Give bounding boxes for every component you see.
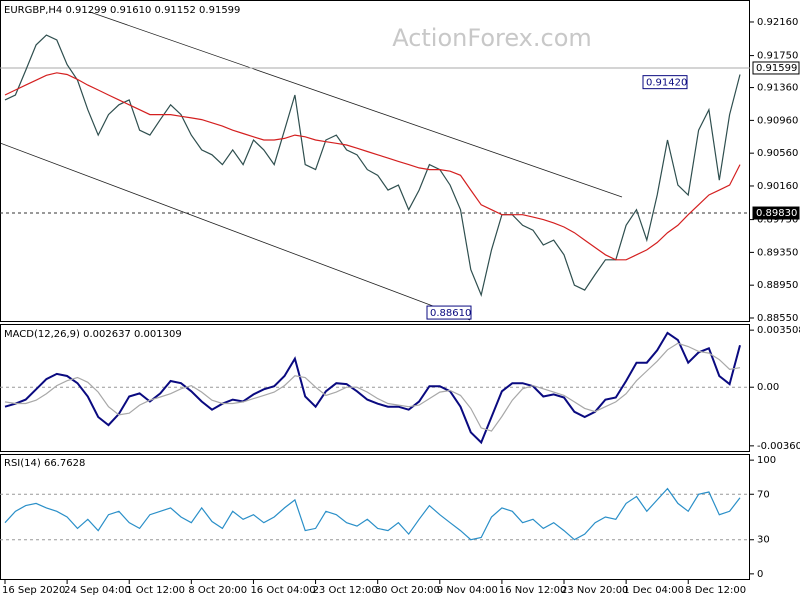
y-tick-label: 0.91360 <box>757 83 798 94</box>
macd-title: MACD(12,26,9) 0.002637 0.001309 <box>4 329 182 340</box>
x-tick-label: 16 Nov 12:00 <box>499 585 566 596</box>
price-label: 0.89830 <box>756 208 797 219</box>
x-tick-label: 9 Nov 04:00 <box>437 585 498 596</box>
panel-frame <box>0 324 750 452</box>
y-tick-label: 0.90960 <box>757 115 798 126</box>
series-line <box>4 342 741 432</box>
watermark: ActionForex.com <box>392 24 592 52</box>
annotation-box <box>426 305 472 320</box>
price-label-box <box>752 61 800 75</box>
panel-frame <box>0 0 750 322</box>
price-title: EURGBP,H4 0.91299 0.91610 0.91152 0.9159… <box>4 5 240 16</box>
series-line <box>4 487 741 541</box>
x-tick-label: 24 Sep 04:00 <box>64 585 131 596</box>
y-tick-label: 0.91750 <box>757 51 798 62</box>
y-tick-label: 30 <box>757 535 770 546</box>
x-tick-label: 23 Nov 20:00 <box>561 585 628 596</box>
y-tick-label: 0.89350 <box>757 247 798 258</box>
x-tick-label: 16 Oct 04:00 <box>250 585 315 596</box>
y-tick-label: 0.89750 <box>757 215 798 226</box>
y-tick-label: 0.90160 <box>757 181 798 192</box>
annotation-label: 0.91420 <box>646 78 687 89</box>
x-tick-label: 8 Dec 12:00 <box>685 585 746 596</box>
series-line <box>4 34 741 297</box>
x-tick-label: 1 Dec 04:00 <box>623 585 684 596</box>
y-tick-label: 0.003508 <box>757 325 800 336</box>
panel-frame <box>0 454 750 580</box>
price-label-box <box>752 206 800 220</box>
price-label: 0.91599 <box>756 63 797 74</box>
x-tick-label: 16 Sep 2020 <box>2 585 65 596</box>
annotation-box <box>642 75 688 90</box>
channel-upper <box>89 11 623 198</box>
y-tick-label: -0.003604 <box>757 441 800 452</box>
x-tick-label: 1 Oct 12:00 <box>126 585 185 596</box>
annotation-label: 0.88610 <box>430 308 471 319</box>
rsi-title: RSI(14) 66.7628 <box>4 458 85 469</box>
series-line <box>4 331 741 445</box>
y-tick-label: 0.00 <box>757 382 779 393</box>
series-line <box>4 72 741 261</box>
y-tick-label: 0.90560 <box>757 148 798 159</box>
channel-lower <box>0 142 471 321</box>
y-tick-label: 0.88950 <box>757 280 798 291</box>
x-tick-label: 30 Oct 20:00 <box>375 585 440 596</box>
x-tick-label: 8 Oct 20:00 <box>188 585 247 596</box>
y-tick-label: 0.88550 <box>757 313 798 324</box>
y-tick-label: 0 <box>757 569 763 580</box>
x-tick-label: 23 Oct 12:00 <box>313 585 378 596</box>
y-tick-label: 70 <box>757 489 770 500</box>
y-tick-label: 0.92160 <box>757 17 798 28</box>
y-tick-label: 100 <box>757 455 776 466</box>
